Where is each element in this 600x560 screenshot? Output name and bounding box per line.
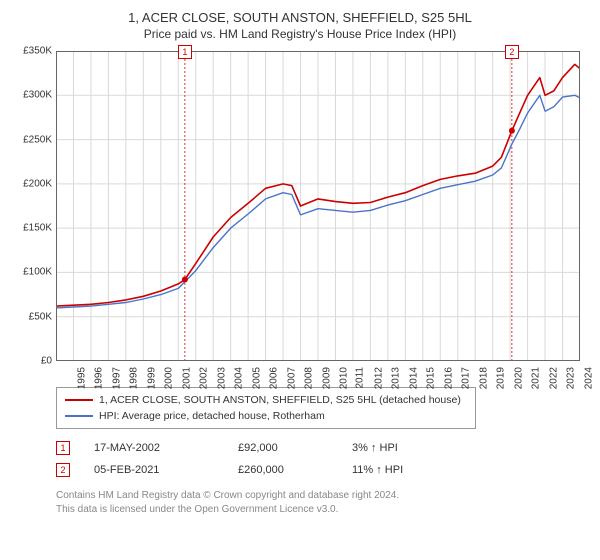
x-axis-label: 2004 [233, 367, 244, 389]
x-axis-label: 2023 [565, 367, 576, 389]
x-axis-label: 1996 [94, 367, 105, 389]
price-chart: £0£50K£100K£150K£200K£250K£300K£350K1995… [14, 45, 586, 385]
x-axis-label: 2002 [199, 367, 210, 389]
x-axis-label: 2013 [391, 367, 402, 389]
x-axis-label: 2017 [461, 367, 472, 389]
x-axis-label: 2024 [583, 367, 594, 389]
transaction-row: 2 05-FEB-2021 £260,000 11% ↑ HPI [56, 459, 586, 481]
x-axis-label: 2005 [251, 367, 262, 389]
footer: Contains HM Land Registry data © Crown c… [56, 489, 586, 516]
x-axis-label: 2016 [443, 367, 454, 389]
x-axis-label: 1997 [111, 367, 122, 389]
y-axis-label: £300K [2, 90, 52, 101]
y-axis-label: £100K [2, 267, 52, 278]
transaction-price: £92,000 [238, 442, 328, 454]
transaction-pct: 11% ↑ HPI [352, 464, 442, 476]
y-axis-label: £50K [2, 311, 52, 322]
x-axis-label: 2008 [303, 367, 314, 389]
x-axis-label: 2021 [530, 367, 541, 389]
page-title: 1, ACER CLOSE, SOUTH ANSTON, SHEFFIELD, … [14, 10, 586, 25]
y-axis-label: £200K [2, 178, 52, 189]
transaction-index: 1 [56, 441, 70, 455]
y-axis-label: £350K [2, 46, 52, 57]
x-axis-label: 2001 [181, 367, 192, 389]
footer-line-1: Contains HM Land Registry data © Crown c… [56, 489, 586, 503]
transaction-table: 1 17-MAY-2002 £92,000 3% ↑ HPI 2 05-FEB-2021 £… [56, 437, 586, 481]
legend-swatch [65, 399, 93, 401]
y-axis-label: £150K [2, 223, 52, 234]
chart-marker-2: 2 [505, 45, 519, 59]
transaction-pct: 3% ↑ HPI [352, 442, 442, 454]
x-axis-label: 2022 [548, 367, 559, 389]
y-axis-label: £250K [2, 134, 52, 145]
x-axis-label: 1995 [76, 367, 87, 389]
transaction-index: 2 [56, 463, 70, 477]
x-axis-label: 2012 [373, 367, 384, 389]
transaction-row: 1 17-MAY-2002 £92,000 3% ↑ HPI [56, 437, 586, 459]
legend-item: HPI: Average price, detached house, Roth… [65, 408, 467, 424]
x-axis-label: 1999 [146, 367, 157, 389]
transaction-date: 17-MAY-2002 [94, 442, 214, 454]
x-axis-label: 2015 [426, 367, 437, 389]
chart-marker-1: 1 [178, 45, 192, 59]
x-axis-label: 2011 [355, 367, 366, 389]
x-axis-label: 2003 [216, 367, 227, 389]
x-axis-label: 2009 [321, 367, 332, 389]
legend-item: 1, ACER CLOSE, SOUTH ANSTON, SHEFFIELD, … [65, 392, 467, 408]
x-axis-label: 2014 [408, 367, 419, 389]
legend-label: HPI: Average price, detached house, Roth… [99, 410, 325, 422]
legend: 1, ACER CLOSE, SOUTH ANSTON, SHEFFIELD, … [56, 387, 476, 429]
x-axis-label: 2007 [286, 367, 297, 389]
x-axis-label: 2019 [495, 367, 506, 389]
page-subtitle: Price paid vs. HM Land Registry's House … [14, 27, 586, 41]
x-axis-label: 2020 [513, 367, 524, 389]
legend-swatch [65, 415, 93, 417]
transaction-price: £260,000 [238, 464, 328, 476]
legend-label: 1, ACER CLOSE, SOUTH ANSTON, SHEFFIELD, … [99, 394, 461, 406]
x-axis-label: 2006 [268, 367, 279, 389]
transaction-date: 05-FEB-2021 [94, 464, 214, 476]
x-axis-label: 2010 [338, 367, 349, 389]
x-axis-label: 1998 [129, 367, 140, 389]
chart-svg [56, 51, 580, 361]
y-axis-label: £0 [2, 356, 52, 367]
x-axis-label: 2000 [164, 367, 175, 389]
x-axis-label: 2018 [478, 367, 489, 389]
footer-line-2: This data is licensed under the Open Gov… [56, 503, 586, 517]
